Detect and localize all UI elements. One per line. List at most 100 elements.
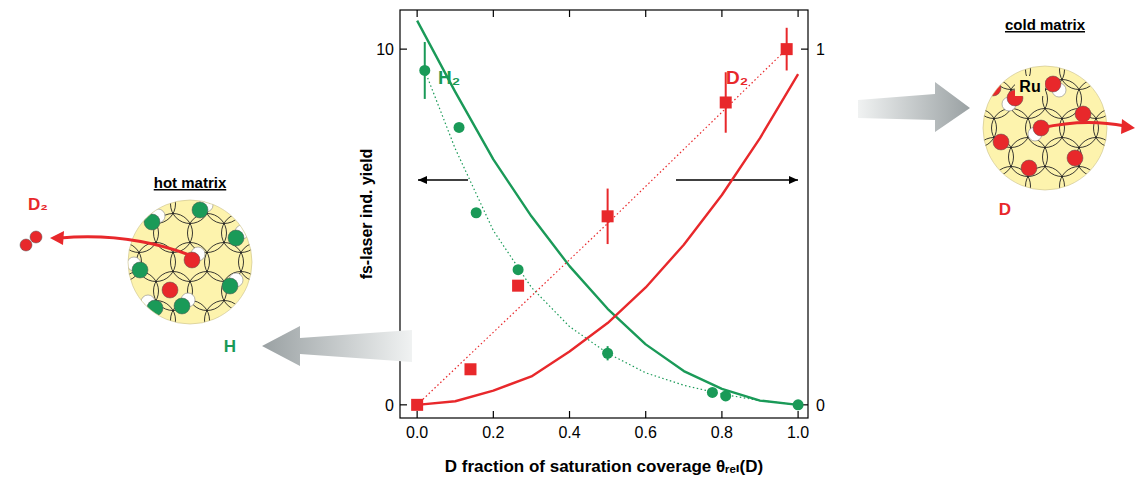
ru-atom <box>52 214 91 253</box>
adsorbate <box>174 298 190 314</box>
data-point <box>454 122 465 133</box>
ru-atom <box>256 272 295 311</box>
y2-tick <box>801 49 808 50</box>
ru-atom <box>86 272 125 311</box>
ru-atom <box>52 272 91 311</box>
adsorbate <box>132 262 148 278</box>
ru-atom <box>137 301 176 340</box>
axis-arrow-head <box>789 176 798 184</box>
ru-atom <box>273 127 312 166</box>
ru-atom <box>1094 0 1133 32</box>
ru-atom <box>324 330 363 369</box>
adsorbate <box>1075 106 1091 122</box>
ru-atom <box>52 156 91 195</box>
ru-atom <box>958 167 997 206</box>
y-tick-label: 10 <box>376 41 394 58</box>
surface-lattice <box>35 127 363 398</box>
ru-atom <box>103 301 142 340</box>
ru-atom <box>290 330 329 369</box>
x-tick-top <box>645 10 646 17</box>
data-point <box>602 210 614 222</box>
ru-atom <box>1094 51 1133 90</box>
ru-atom <box>307 301 346 340</box>
ru-atom <box>239 185 278 224</box>
ru-atom <box>103 359 142 398</box>
ru-atom <box>52 330 91 369</box>
ru-atom <box>239 359 278 398</box>
ru-atom <box>120 156 159 195</box>
ru-atom <box>222 214 261 253</box>
adsorbate <box>228 230 244 246</box>
ru-atom <box>1077 196 1116 235</box>
ru-atom <box>975 196 1014 235</box>
y-tick <box>400 404 407 405</box>
data-point <box>513 264 524 275</box>
x-tick-label: 0.0 <box>406 424 428 441</box>
x-tick-top <box>797 10 798 17</box>
ru-atom <box>171 127 210 166</box>
data-point <box>781 43 793 55</box>
ru-atom <box>69 243 108 282</box>
ru-atom <box>205 301 244 340</box>
ru-atom <box>1128 51 1140 90</box>
ru-atom <box>69 359 108 398</box>
ru-atom <box>103 127 142 166</box>
atom-label: D <box>999 200 1011 219</box>
molecule-label: D₂ <box>28 195 48 214</box>
desorption-arrow-head <box>50 231 64 245</box>
ru-atom <box>924 0 963 32</box>
plot-marks <box>411 21 803 411</box>
data-point <box>707 387 718 398</box>
x-tick-label: 0.8 <box>711 424 733 441</box>
ru-atom <box>324 272 363 311</box>
ru-atom <box>1043 196 1082 235</box>
x-tick <box>417 411 418 418</box>
ru-atom <box>1009 138 1048 177</box>
ru-atom <box>1094 225 1133 264</box>
ru-atom <box>890 225 929 264</box>
ru-atom <box>307 185 346 224</box>
surface-edge <box>128 200 252 324</box>
reaction-arrow <box>1041 122 1125 128</box>
ru-atom <box>69 185 108 224</box>
ru-atom <box>154 330 193 369</box>
diagram-title: cold matrix <box>1005 16 1086 33</box>
ru-atom <box>103 185 142 224</box>
reaction-arrow-head <box>1121 119 1135 134</box>
ru-atom <box>890 51 929 90</box>
ru-atom <box>924 109 963 148</box>
adsorbate <box>1045 76 1061 92</box>
ru-atom <box>120 330 159 369</box>
ru-atom <box>256 156 295 195</box>
ru-atom <box>1026 225 1065 264</box>
ru-atom <box>290 156 329 195</box>
adsorbate <box>1067 150 1083 166</box>
ru-atom <box>907 22 946 61</box>
ru-atom <box>907 196 946 235</box>
adsorbate <box>147 300 163 316</box>
ru-atom <box>273 243 312 282</box>
fit-curve <box>417 74 798 405</box>
ru-atom <box>1111 80 1140 119</box>
data-point <box>793 399 804 410</box>
d2-atom <box>20 239 32 251</box>
ru-atom <box>958 109 997 148</box>
series-label: H₂ <box>438 67 460 88</box>
ru-atom <box>188 330 227 369</box>
data-point <box>512 280 524 292</box>
element-label: Ru <box>1019 78 1040 95</box>
desorption-arrow <box>60 237 192 256</box>
ru-atom <box>188 214 227 253</box>
ru-atom <box>924 225 963 264</box>
ru-atom <box>1060 51 1099 90</box>
y-axis-title: fs-laser ind. yield <box>358 149 375 280</box>
ru-atom <box>137 359 176 398</box>
x-tick <box>569 411 570 418</box>
ru-atom <box>239 127 278 166</box>
diagram-title: hot matrix <box>154 174 227 191</box>
ru-atom <box>992 225 1031 264</box>
y2-tick-label: 1 <box>816 41 825 58</box>
pointer-arrow <box>858 82 970 132</box>
x-tick-label: 0.6 <box>635 424 657 441</box>
ru-atom <box>205 127 244 166</box>
